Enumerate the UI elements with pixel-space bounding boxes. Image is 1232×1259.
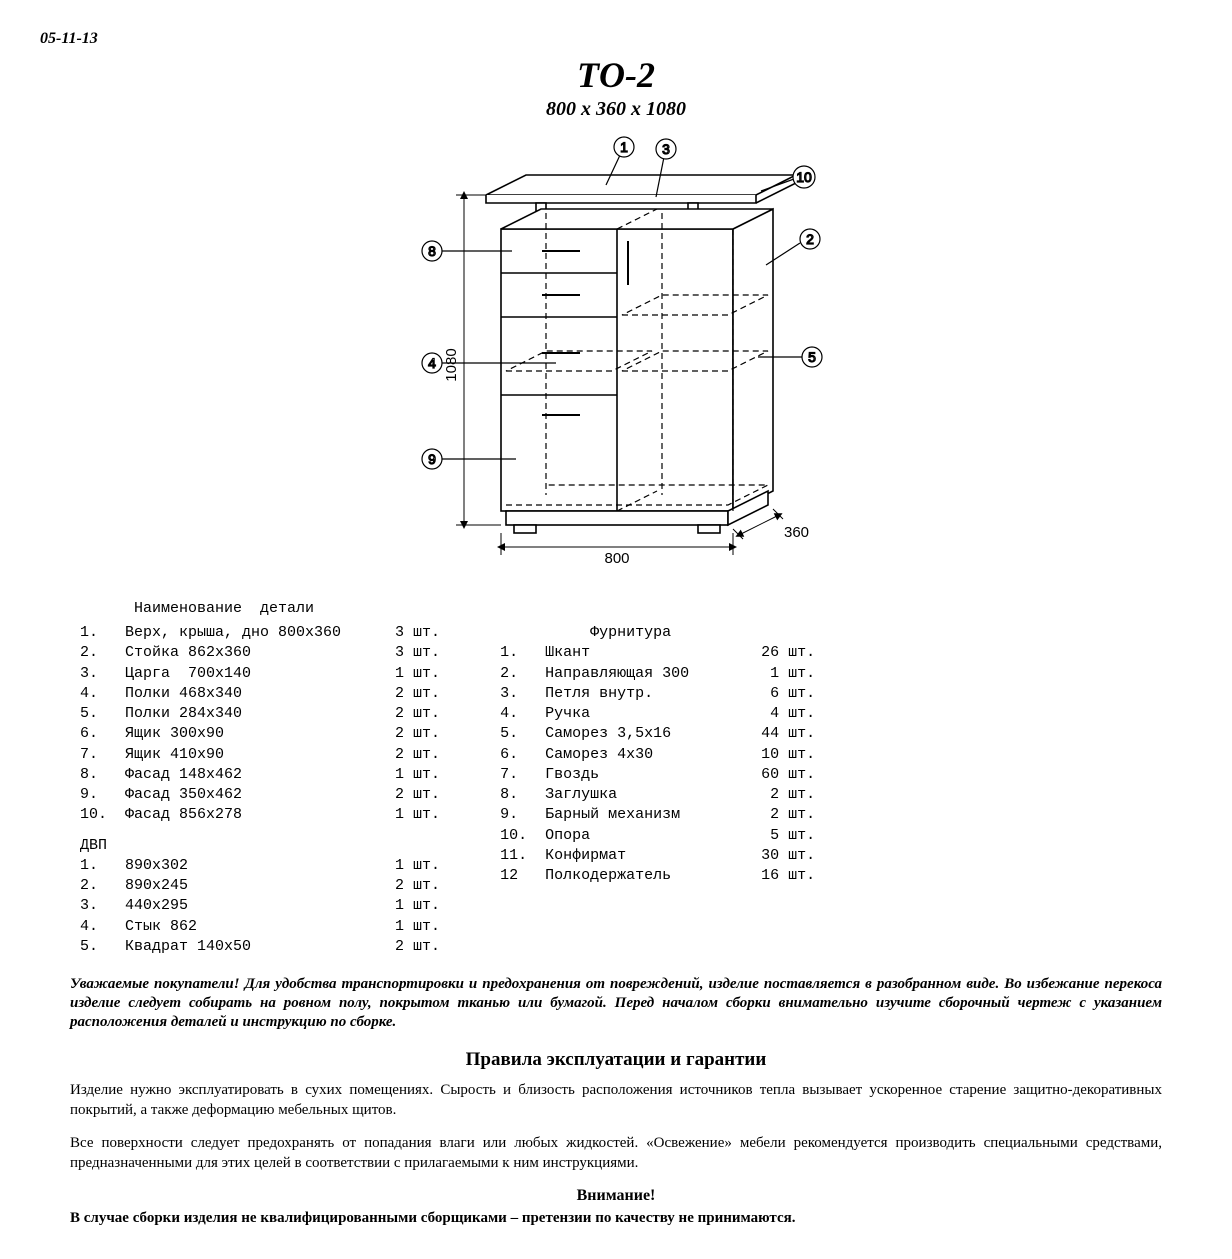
product-title: ТО-2 bbox=[40, 54, 1192, 96]
callout-1: 1 bbox=[620, 139, 628, 155]
warning-title: Внимание! bbox=[40, 1187, 1192, 1205]
buyer-notice: Уважаемые покупатели! Для удобства транс… bbox=[70, 975, 1162, 1031]
callout-4: 4 bbox=[428, 355, 436, 371]
assembly-diagram: 1080 800 360 1 3 10 2 5 8 bbox=[40, 135, 1192, 580]
callout-9: 9 bbox=[428, 451, 436, 467]
parts-list-header: Наименование детали bbox=[80, 600, 1192, 617]
warning-body: В случае сборки изделия не квалифицирова… bbox=[70, 1209, 1162, 1229]
rules-title: Правила эксплуатации и гарантии bbox=[40, 1049, 1192, 1071]
callout-10: 10 bbox=[796, 169, 812, 185]
dim-height: 1080 bbox=[443, 348, 460, 381]
callout-2: 2 bbox=[806, 231, 814, 247]
rules-p1: Изделие нужно эксплуатировать в сухих по… bbox=[70, 1081, 1162, 1120]
product-dimensions: 800 x 360 x 1080 bbox=[40, 98, 1192, 121]
callout-5: 5 bbox=[808, 349, 816, 365]
callout-3: 3 bbox=[662, 141, 670, 157]
dim-width: 800 bbox=[604, 550, 629, 567]
hardware-header: Фурнитура bbox=[500, 623, 815, 643]
rules-p2: Все поверхности следует предохранять от … bbox=[70, 1134, 1162, 1173]
dim-depth: 360 bbox=[784, 524, 809, 541]
hardware-list: 1. Шкант 26 шт. 2. Направляющая 300 1 шт… bbox=[500, 643, 815, 886]
dvp-list: 1. 890x302 1 шт. 2. 890x245 2 шт. 3. 440… bbox=[80, 856, 440, 957]
callout-8: 8 bbox=[428, 243, 436, 259]
dvp-header: ДВП bbox=[80, 836, 440, 856]
doc-date: 05-11-13 bbox=[40, 30, 1192, 48]
parts-list: 1. Верх, крыша, дно 800x360 3 шт. 2. Сто… bbox=[80, 623, 440, 826]
